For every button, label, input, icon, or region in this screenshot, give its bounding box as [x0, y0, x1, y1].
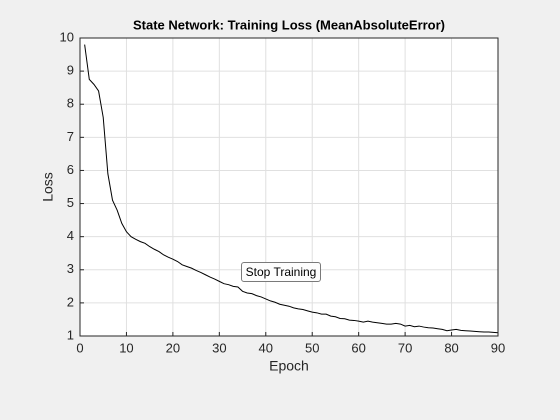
loss-line: [84, 44, 499, 334]
stop-training-button[interactable]: Stop Training: [241, 262, 321, 282]
axes-box: [79, 37, 499, 337]
y-tick-label: 8: [67, 96, 74, 111]
chart-title: State Network: Training Loss (MeanAbsolu…: [133, 17, 445, 32]
x-tick-label: 90: [491, 340, 505, 355]
axes-background: [80, 38, 498, 336]
y-tick-label: 7: [67, 129, 74, 144]
x-tick-label: 20: [166, 340, 180, 355]
y-tick-label: 2: [67, 294, 74, 309]
x-tick-label: 80: [444, 340, 458, 355]
y-tick-label: 9: [67, 63, 74, 78]
y-tick-label: 6: [67, 162, 74, 177]
x-tick-label: 10: [119, 340, 133, 355]
x-tick-label: 30: [212, 340, 226, 355]
y-tick-label: 4: [67, 228, 74, 243]
x-tick-label: 0: [76, 340, 83, 355]
x-tick-label: 70: [398, 340, 412, 355]
x-tick-label: 40: [259, 340, 273, 355]
y-tick-label: 10: [60, 29, 74, 44]
y-tick-label: 5: [67, 195, 74, 210]
plot-layer: [84, 44, 499, 334]
y-tick-label: 1: [67, 327, 74, 342]
x-tick-label: 50: [305, 340, 319, 355]
y-axis-label: Loss: [40, 172, 56, 202]
x-tick-label: 60: [351, 340, 365, 355]
y-tick-label: 3: [67, 261, 74, 276]
x-axis-label: Epoch: [269, 358, 309, 374]
